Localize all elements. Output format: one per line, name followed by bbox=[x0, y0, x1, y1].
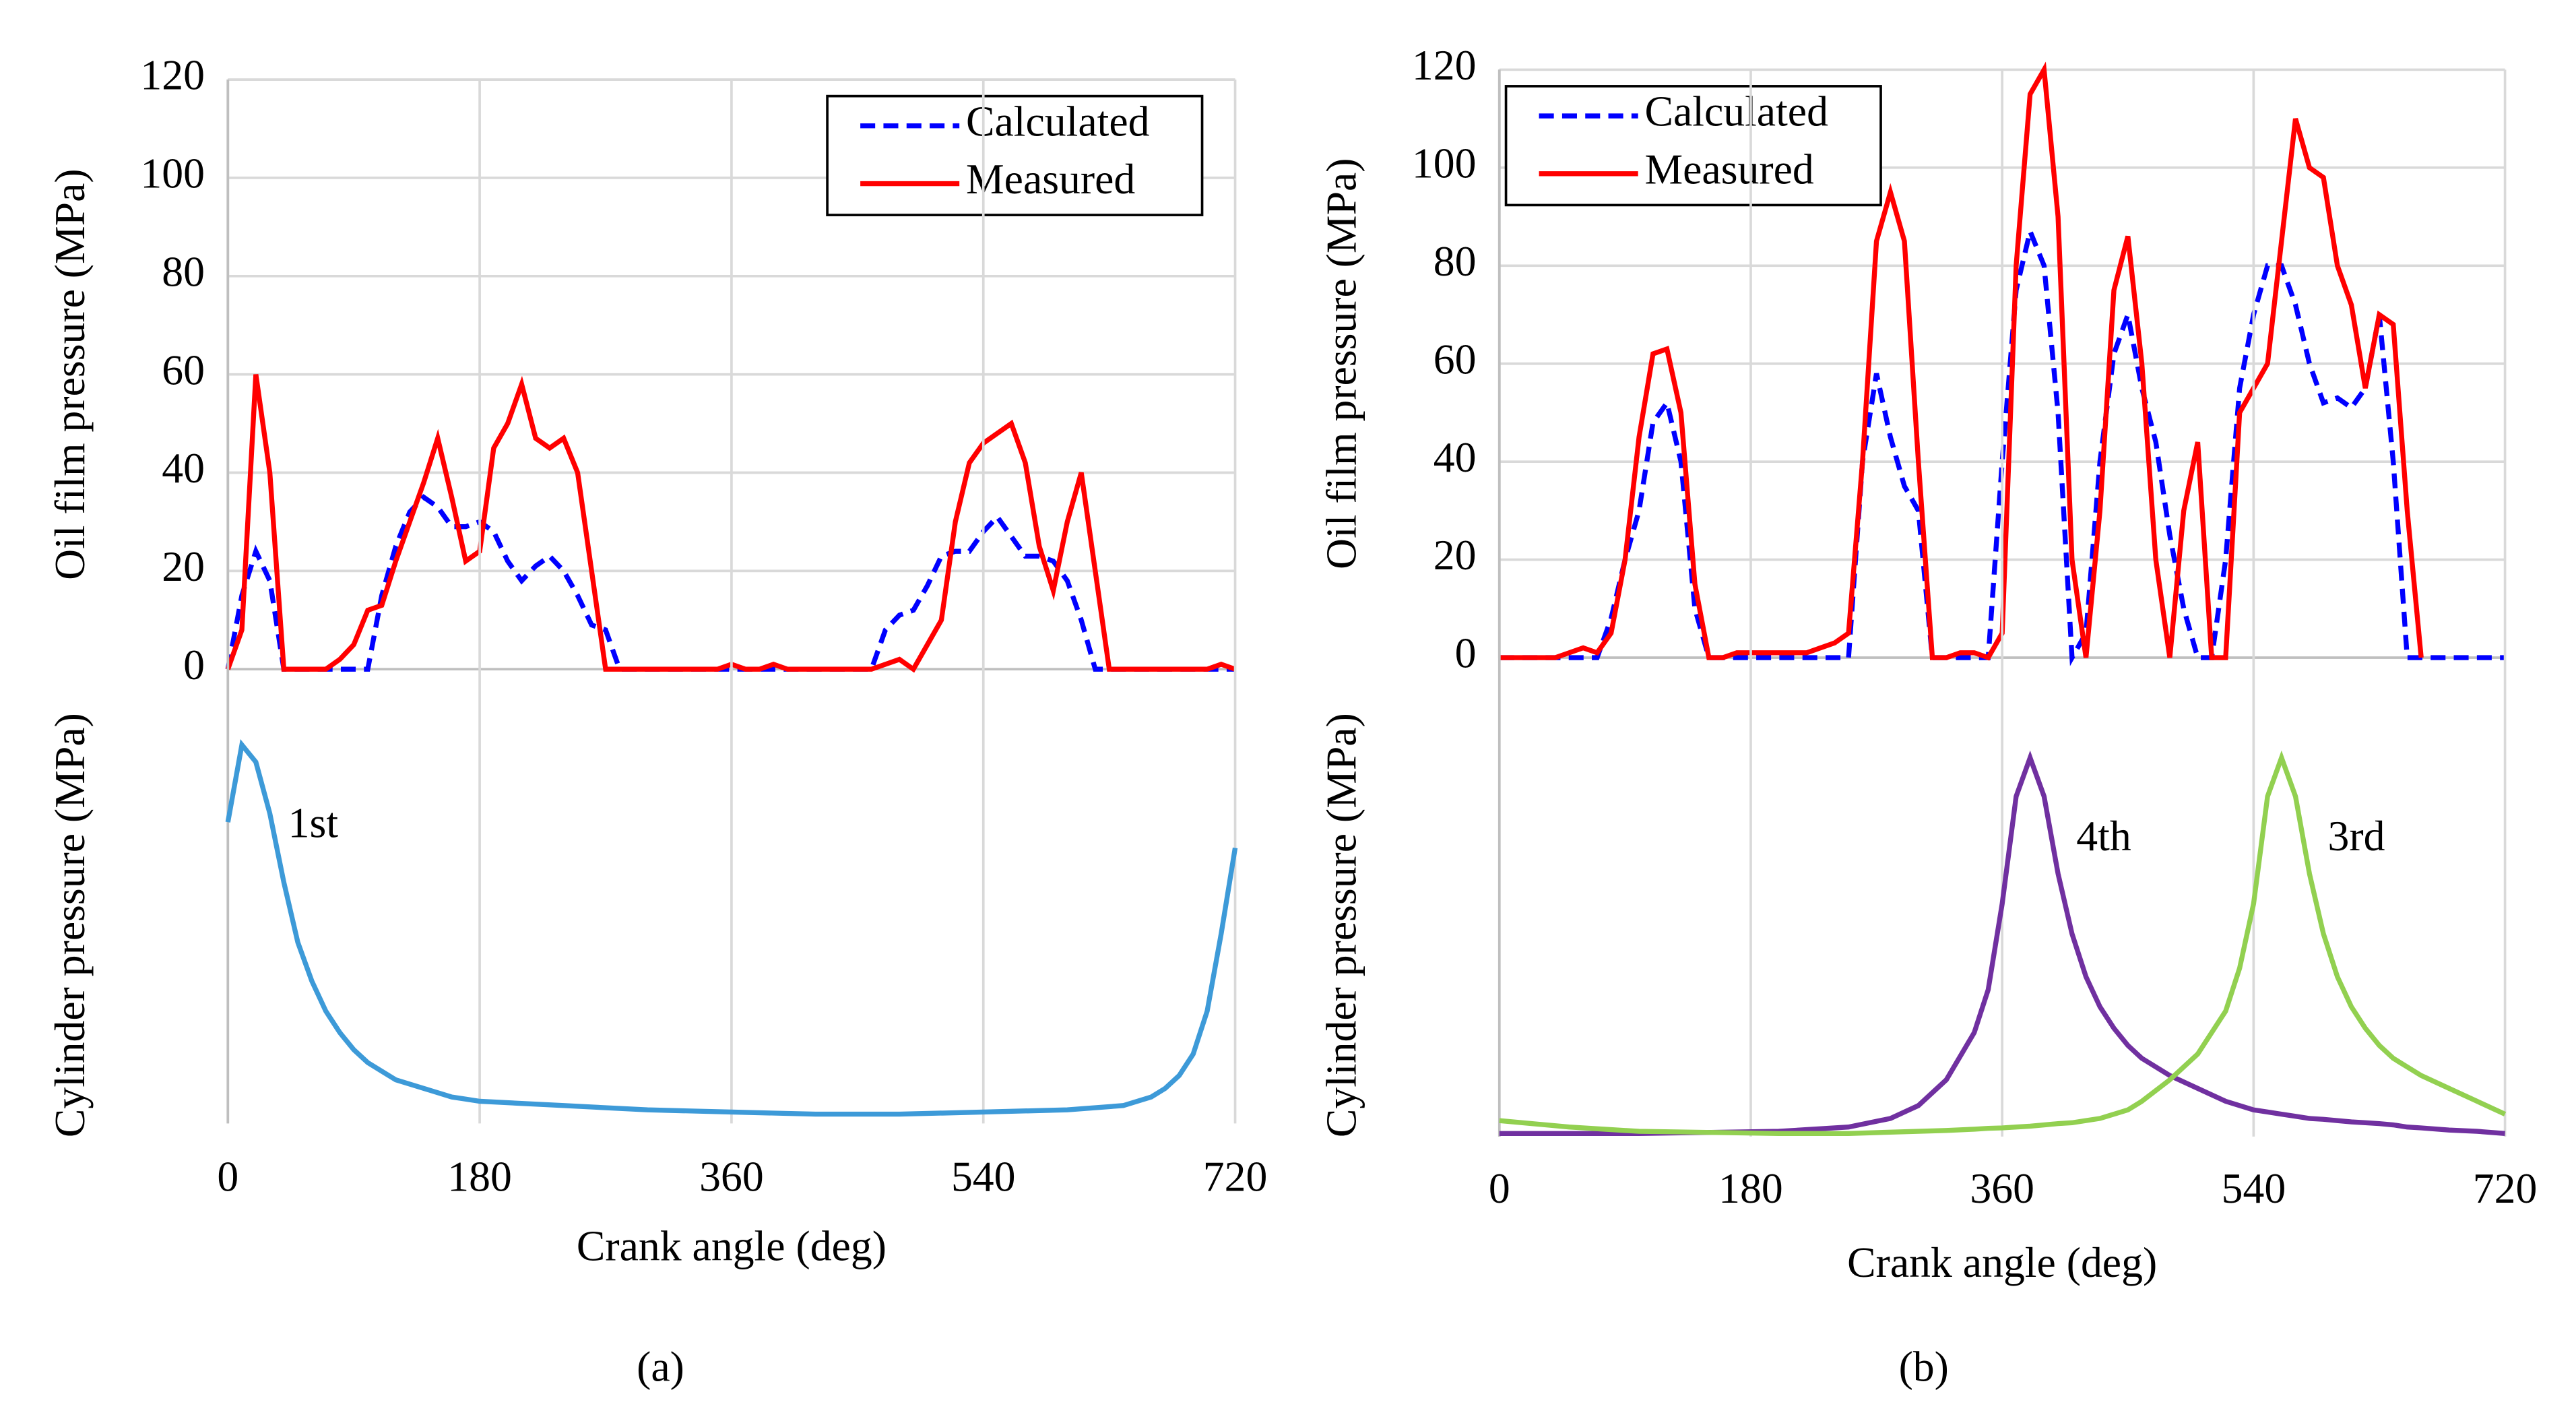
y-axis-label: Oil film pressure (MPa) bbox=[1317, 158, 1365, 569]
y-tick-label: 0 bbox=[183, 641, 205, 689]
x-tick-label: 180 bbox=[447, 1153, 512, 1201]
legend-label: Calculated bbox=[966, 97, 1150, 145]
line-series bbox=[225, 738, 1238, 1117]
x-tick-label: 720 bbox=[2473, 1164, 2538, 1212]
y-tick-label: 100 bbox=[1412, 139, 1477, 187]
y-tick-label: 0 bbox=[1455, 629, 1477, 677]
x-tick-label: 360 bbox=[1970, 1164, 2034, 1212]
series-label: 4th bbox=[2076, 812, 2131, 860]
y-axis-label: Cylinder pressure (MPa) bbox=[46, 713, 94, 1137]
series-label: 1st bbox=[288, 799, 339, 847]
y-axis-label: Oil film pressure (MPa) bbox=[46, 168, 94, 580]
x-tick-label: 360 bbox=[699, 1153, 764, 1201]
y-tick-label: 120 bbox=[140, 51, 205, 99]
line-series bbox=[1499, 750, 2505, 1136]
line-series bbox=[1499, 223, 2505, 666]
panel-label: (b) bbox=[1899, 1343, 1949, 1391]
series-label: 3rd bbox=[2327, 812, 2385, 860]
x-tick-label: 180 bbox=[1718, 1164, 1783, 1212]
legend-box bbox=[826, 94, 1204, 216]
y-tick-label: 80 bbox=[162, 247, 205, 295]
line-series bbox=[1499, 61, 2424, 661]
x-axis-label: Crank angle (deg) bbox=[577, 1222, 887, 1270]
y-tick-label: 80 bbox=[1434, 237, 1477, 285]
y-tick-label: 120 bbox=[1412, 41, 1477, 89]
line-series bbox=[1499, 750, 2507, 1136]
line-series bbox=[225, 494, 1235, 672]
y-tick-label: 40 bbox=[1434, 433, 1477, 481]
y-tick-label: 20 bbox=[1434, 531, 1477, 579]
legend-label: Measured bbox=[1644, 145, 1813, 193]
y-axis-label: Cylinder pressure (MPa) bbox=[1317, 713, 1365, 1137]
x-axis-label: Crank angle (deg) bbox=[1847, 1238, 2157, 1286]
legend-label: Calculated bbox=[1644, 88, 1828, 135]
legend-label: Measured bbox=[966, 155, 1135, 203]
x-tick-label: 540 bbox=[951, 1153, 1016, 1201]
x-tick-label: 720 bbox=[1203, 1153, 1268, 1201]
x-tick-label: 0 bbox=[1489, 1164, 1510, 1212]
y-tick-label: 100 bbox=[140, 150, 205, 197]
x-tick-label: 540 bbox=[2222, 1164, 2286, 1212]
x-tick-label: 0 bbox=[217, 1153, 238, 1201]
y-tick-label: 60 bbox=[1434, 335, 1477, 383]
legend-box bbox=[1504, 85, 1882, 207]
y-tick-label: 40 bbox=[162, 444, 205, 492]
panel-label: (a) bbox=[637, 1343, 684, 1391]
y-tick-label: 60 bbox=[162, 346, 205, 393]
y-tick-label: 20 bbox=[162, 542, 205, 590]
